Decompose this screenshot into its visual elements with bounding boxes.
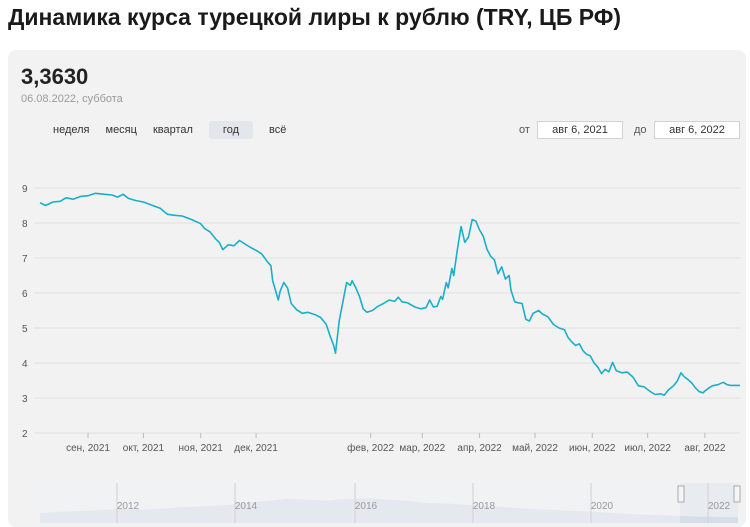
x-axis-ticks: сен, 2021 окт, 2021 ноя, 2021 дек, 2021 фев,… [66, 433, 726, 454]
x-tick-label: дек, 2021 [234, 443, 278, 454]
range-from-input[interactable] [537, 121, 623, 139]
range-from-label: от [519, 124, 530, 136]
period-selector: неделя месяц квартал год всё [45, 120, 294, 140]
navigator-year-label: 2012 [117, 501, 140, 512]
period-month-button[interactable]: месяц [105, 124, 137, 136]
y-axis-ticks: 2 3 4 5 6 7 8 9 [22, 184, 28, 440]
navigator-year-label: 2018 [473, 501, 496, 512]
navigator-year-label: 2014 [235, 501, 258, 512]
navigator-area [40, 498, 738, 523]
x-tick-label: сен, 2021 [66, 443, 110, 454]
navigator[interactable]: 2012 2014 2016 2018 2020 2022 [40, 483, 741, 523]
series-line [39, 192, 740, 396]
y-tick-label: 6 [22, 289, 28, 300]
period-year-button[interactable]: год [208, 121, 253, 139]
navigator-left-handle[interactable] [677, 485, 685, 503]
current-rate-value: 3,3630 [21, 64, 89, 89]
x-tick-label: фев, 2022 [347, 442, 394, 454]
y-tick-label: 4 [22, 359, 28, 370]
range-to-label: до [634, 124, 647, 136]
x-tick-label: авг, 2022 [684, 443, 726, 454]
y-tick-label: 8 [22, 219, 28, 230]
x-tick-label: мар, 2022 [399, 443, 445, 454]
period-quarter-button[interactable]: квартал [152, 124, 193, 136]
x-tick-label: июн, 2022 [569, 443, 616, 454]
period-week-button[interactable]: неделя [53, 124, 90, 136]
navigator-year-label: 2016 [355, 501, 378, 512]
chart-card [8, 50, 746, 527]
navigator-year-label: 2020 [591, 501, 614, 512]
x-tick-label: апр, 2022 [457, 443, 502, 454]
y-tick-label: 5 [22, 324, 28, 335]
period-all-button[interactable]: всё [269, 124, 287, 136]
navigator-mask [40, 483, 680, 523]
navigator-right-handle[interactable] [733, 485, 741, 503]
x-tick-label: май, 2022 [512, 443, 558, 454]
x-tick-label: ноя, 2021 [179, 443, 224, 454]
range-to-input[interactable] [654, 121, 740, 139]
current-rate-date: 06.08.2022, суббота [21, 93, 123, 105]
grid-lines [34, 187, 740, 434]
y-tick-label: 3 [22, 394, 28, 405]
x-tick-label: окт, 2021 [123, 443, 165, 454]
y-tick-label: 9 [22, 184, 28, 195]
y-tick-label: 7 [22, 254, 28, 265]
navigator-labels: 2012 2014 2016 2018 2020 2022 [116, 483, 731, 523]
navigator-year-label: 2022 [708, 501, 731, 512]
x-tick-label: июл, 2022 [624, 443, 671, 454]
y-tick-label: 2 [22, 429, 28, 440]
page-title: Динамика курса турецкой лиры к рублю (TR… [8, 4, 622, 30]
